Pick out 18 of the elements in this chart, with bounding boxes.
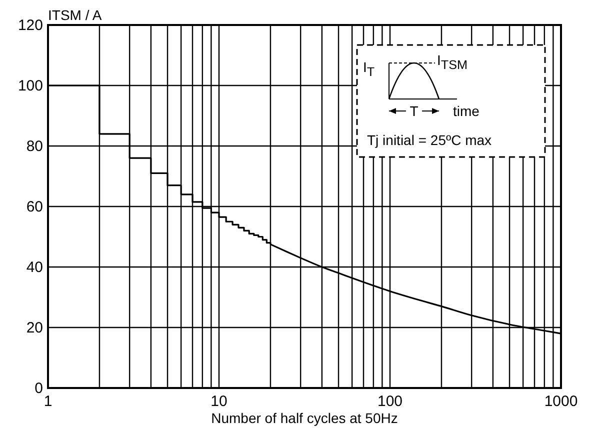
y-tick-label: 60 bbox=[26, 198, 43, 216]
annotation: time bbox=[453, 103, 480, 119]
annotation: I$_{TSM}$ bbox=[437, 52, 468, 72]
x-tick-label: 100 bbox=[377, 393, 403, 410]
y-tick-label: 0 bbox=[34, 380, 43, 397]
annotation: T bbox=[410, 103, 419, 119]
y-axis-title: ITSM / A bbox=[48, 7, 102, 23]
x-tick-label: 10 bbox=[210, 393, 228, 410]
x-tick-label: 1000 bbox=[544, 393, 578, 410]
annotation: I$_{T}$ bbox=[363, 59, 375, 79]
y-tick-label: 80 bbox=[26, 138, 43, 155]
y-tick-label: 40 bbox=[26, 259, 43, 276]
x-tick-label: 1 bbox=[44, 393, 52, 410]
y-tick-label: 120 bbox=[18, 17, 43, 34]
y-tick-label: 20 bbox=[26, 320, 43, 336]
annotation: Tj initial = 25ºC max bbox=[367, 132, 492, 148]
y-tick-label: 100 bbox=[18, 78, 43, 94]
x-axis-title: Number of half cycles at 50Hz bbox=[211, 410, 398, 426]
